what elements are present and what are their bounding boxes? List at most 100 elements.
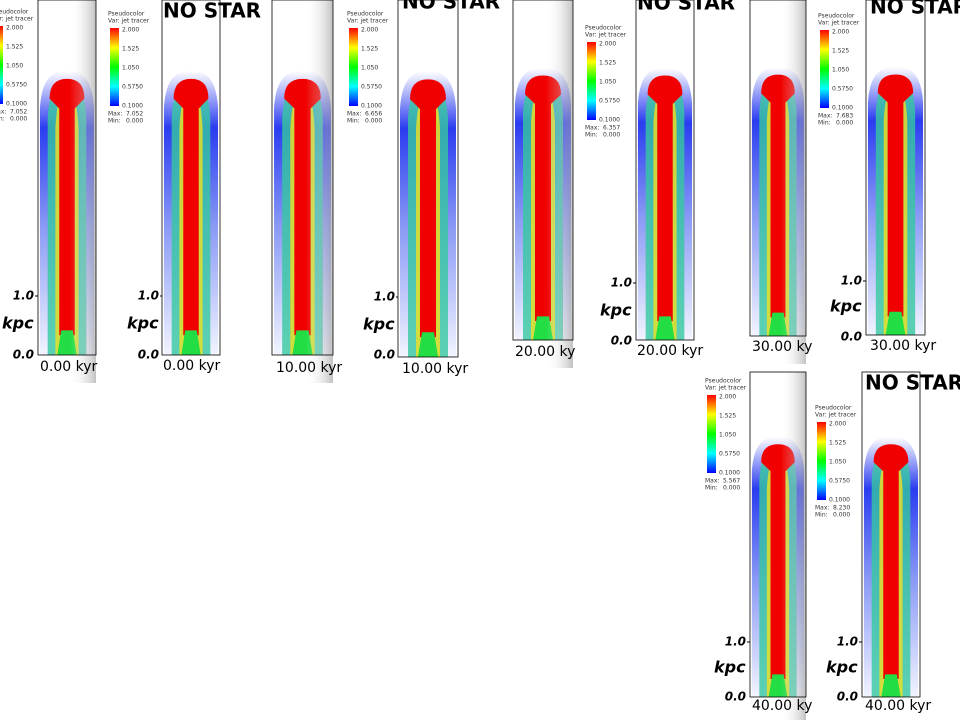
- legend-max-label: Max:: [347, 111, 361, 118]
- image-frame: [271, 0, 334, 356]
- image-shading: [780, 372, 806, 720]
- legend-max-label: Max:: [705, 478, 719, 485]
- jet-image: [398, 0, 458, 357]
- legend-min: 0.000: [833, 512, 850, 519]
- axis-tick-label: 1.0: [374, 290, 395, 304]
- legend-max: 7.052: [10, 109, 27, 116]
- image-frame: [37, 0, 97, 356]
- legend-max-label: Max:: [0, 109, 6, 116]
- image-shading: [780, 0, 806, 364]
- axis-tick-label: 0.0: [138, 348, 159, 362]
- legend-min-label: Min:: [0, 116, 5, 123]
- legend-min: 0.000: [10, 116, 27, 123]
- axis-tick-label: 1.0: [837, 635, 858, 649]
- colorbar: [0, 26, 3, 104]
- panel-time: 20.00 ky: [515, 344, 575, 360]
- axis-tick-label: 0.0: [837, 690, 858, 704]
- legend-max-label: Max:: [818, 113, 832, 120]
- colorbar-tick-label: 0.1000: [719, 470, 740, 477]
- axis-unit: kpc: [830, 297, 862, 316]
- image-frame: [512, 0, 574, 341]
- colorbar-tick-label: 2.000: [361, 27, 378, 34]
- legend-heading: Pseudocolor: [347, 11, 384, 18]
- axis-tick-label: 1.0: [138, 289, 159, 303]
- colorbar: [817, 422, 826, 500]
- colorbar-tick-label: 1.050: [599, 79, 616, 86]
- legend-max-label: Max:: [585, 125, 599, 132]
- axis-tick-label: 1.0: [13, 289, 34, 303]
- colorbar-tick-label: 2.000: [6, 25, 23, 32]
- colorbar-tick-label: 1.050: [361, 65, 378, 72]
- legend-max: 5.567: [723, 478, 740, 485]
- axis-tick-label: 1.0: [611, 276, 632, 290]
- legend-variable: Var: jet tracer: [585, 32, 627, 39]
- colorbar-tick-label: 0.5750: [719, 451, 740, 458]
- axis-unit: kpc: [127, 314, 159, 333]
- colorbar-tick-label: 2.000: [122, 27, 139, 34]
- panel-time: 10.00 kyr: [276, 360, 342, 376]
- panel-time: 40.00 ky: [752, 698, 812, 714]
- legend-variable: Var: jet tracer: [347, 18, 389, 25]
- colorbar-tick-label: 1.050: [832, 67, 849, 74]
- axis-unit: kpc: [714, 658, 746, 677]
- image-shading: [305, 0, 333, 383]
- axis-unit: kpc: [363, 315, 395, 334]
- colorbar-tick-label: 1.525: [832, 48, 849, 55]
- panel-title: NO STAR: [402, 0, 500, 14]
- panel-title: NO STAR: [163, 0, 261, 23]
- colorbar-tick-label: 1.050: [829, 459, 846, 466]
- image-frame: [397, 0, 459, 358]
- legend-min: 0.000: [603, 132, 620, 139]
- colorbar-tick-label: 0.5750: [832, 86, 853, 93]
- panel: 20.00 ky: [512, 0, 575, 368]
- colorbar-tick-label: 1.525: [829, 440, 846, 447]
- colorbar: [587, 42, 596, 120]
- colorbar-tick-label: 0.5750: [599, 98, 620, 105]
- colorbar-tick-label: 0.1000: [122, 103, 143, 110]
- legend-heading: Pseudocolor: [705, 378, 742, 385]
- panel-time: 0.00 kyr: [163, 358, 221, 374]
- colorbar-tick-label: 1.525: [361, 46, 378, 53]
- legend-min-label: Min:: [818, 120, 831, 127]
- axis-tick-label: 0.0: [374, 348, 395, 362]
- image-frame: [865, 0, 926, 336]
- panel-title: NO STAR: [637, 0, 735, 15]
- colorbar-tick-label: 0.1000: [832, 105, 853, 112]
- legend-variable: Var: jet tracer: [705, 385, 747, 392]
- legend-max: 6.656: [365, 111, 382, 118]
- colorbar-tick-label: 0.1000: [361, 103, 382, 110]
- legend-heading: Pseudocolor: [815, 405, 852, 412]
- panel-title: NO STAR: [870, 0, 960, 19]
- legend-min-label: Min:: [815, 512, 828, 519]
- image-frame: [749, 0, 807, 337]
- colorbar-tick-label: 1.525: [599, 60, 616, 67]
- colorbar-tick-label: 0.1000: [599, 117, 620, 124]
- colorbar-tick-label: 0.5750: [829, 478, 850, 485]
- legend-min-label: Min:: [705, 485, 718, 492]
- legend-variable: Var: jet tracer: [108, 18, 150, 25]
- legend-min-label: Min:: [585, 132, 598, 139]
- legend-max: 8.230: [833, 505, 850, 512]
- colorbar: [820, 30, 829, 108]
- legend-min-label: Min:: [108, 118, 121, 125]
- legend-min: 0.000: [723, 485, 740, 492]
- colorbar-tick-label: 1.050: [122, 65, 139, 72]
- legend-max-label: Max:: [815, 505, 829, 512]
- image-frame: [749, 371, 807, 698]
- legend-min: 0.000: [836, 120, 853, 127]
- colorbar-tick-label: 0.1000: [6, 101, 27, 108]
- colorbar: [110, 28, 119, 106]
